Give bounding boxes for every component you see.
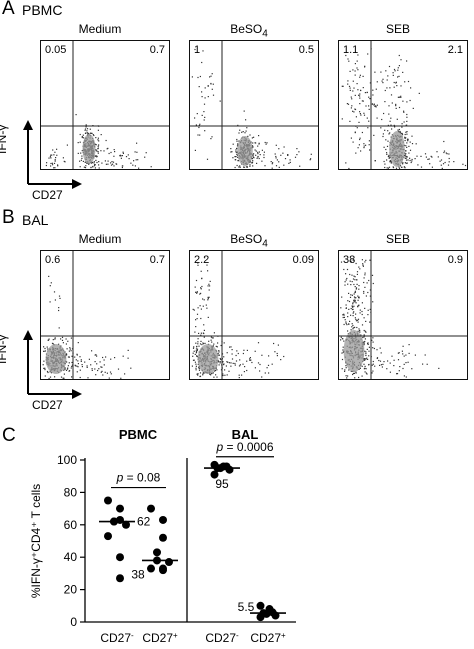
y-tick-label: 20 [64,583,78,597]
data-point [256,601,265,610]
condition-label-seb: SEB [385,232,410,246]
data-point [153,548,161,557]
data-point [116,504,124,513]
flow-plot-bal-medium: 0.6 0.7 [40,250,170,380]
median-value-label: 95 [215,477,229,491]
flow-plot-pbmc-medium: 0.05 0.7 [40,40,170,170]
data-point [159,566,167,575]
data-point [116,574,124,583]
quadrant-upper-left-value: 0.6 [45,254,61,266]
p-value-label: p = 0.0006 [215,440,273,454]
data-point [165,558,173,567]
quadrant-upper-right-value: 0.9 [447,254,463,266]
median-value-label: 38 [131,567,145,581]
flow-plot-pbmc-seb: 1.1 2.1 [338,40,468,170]
group-label: BAL [232,427,259,442]
quadrant-upper-right-value: 0.7 [149,44,165,56]
group-label-pbmc: PBMC [22,2,63,18]
x-axis-label-a: CD27 [32,188,63,202]
y-axis-label: %IFN-γ⁺CD4⁺ T cells [29,484,43,598]
panel-letter-a: A [2,0,15,19]
panel-letter-c: C [2,425,16,446]
group-label-bal: BAL [22,212,49,228]
quadrant-upper-right-value: 0.09 [292,254,314,266]
flow-plot-bal-seb: 38 0.9 [338,250,468,380]
y-tick-label: 100 [57,453,77,467]
p-value-label: p = 0.08 [116,471,161,485]
flow-plot-pbmc-beso4: 1 0.5 [189,40,319,170]
quadrant-upper-left-value: 2.2 [194,254,210,266]
data-point [159,515,167,524]
quadrant-upper-right-value: 2.1 [447,44,463,56]
data-point [122,520,130,529]
data-point [159,533,167,542]
data-point [104,496,112,505]
panel-letter-b: B [2,207,15,228]
axis-arrows-a [23,120,82,189]
group-label: PBMC [119,427,158,442]
data-point [210,470,219,479]
y-tick-label: 80 [64,485,78,499]
data-point [262,609,271,618]
flow-plot-bal-beso4: 2.2 0.09 [189,250,319,380]
data-point [147,504,155,513]
condition-label-beso4: BeSO4 [230,232,268,250]
y-axis-label-b: IFN-γ [0,334,9,364]
data-point [104,532,112,541]
y-tick-label: 0 [70,615,77,629]
condition-label-medium: Medium [78,22,122,36]
condition-label-beso4: BeSO4 [230,22,268,40]
quadrant-upper-right-value: 0.5 [298,44,314,56]
y-tick-label: 60 [64,518,78,532]
quadrant-upper-left-value: 0.05 [45,44,67,56]
condition-label-medium: Medium [78,232,122,246]
quadrant-upper-right-value: 0.7 [149,254,165,266]
median-value-label: 5.5 [238,600,255,614]
x-category-label: CD27- [100,631,134,646]
x-axis-label-b: CD27 [32,398,63,412]
x-category-label: CD27- [205,631,239,646]
data-point [147,564,155,573]
x-category-label: CD27+ [142,631,178,646]
condition-label-seb: SEB [385,22,410,36]
y-axis-label-a: IFN-γ [0,124,9,154]
data-point [225,465,234,474]
data-point [256,613,265,622]
quadrant-upper-left-value: 1 [194,44,201,56]
median-value-label: 62 [137,515,151,529]
axis-arrows-b [23,330,82,399]
y-tick-label: 40 [64,550,78,564]
quadrant-upper-left-value: 1.1 [343,44,359,56]
data-point [116,553,124,562]
x-category-label: CD27+ [250,631,286,646]
quadrant-upper-left-value: 38 [343,254,356,266]
